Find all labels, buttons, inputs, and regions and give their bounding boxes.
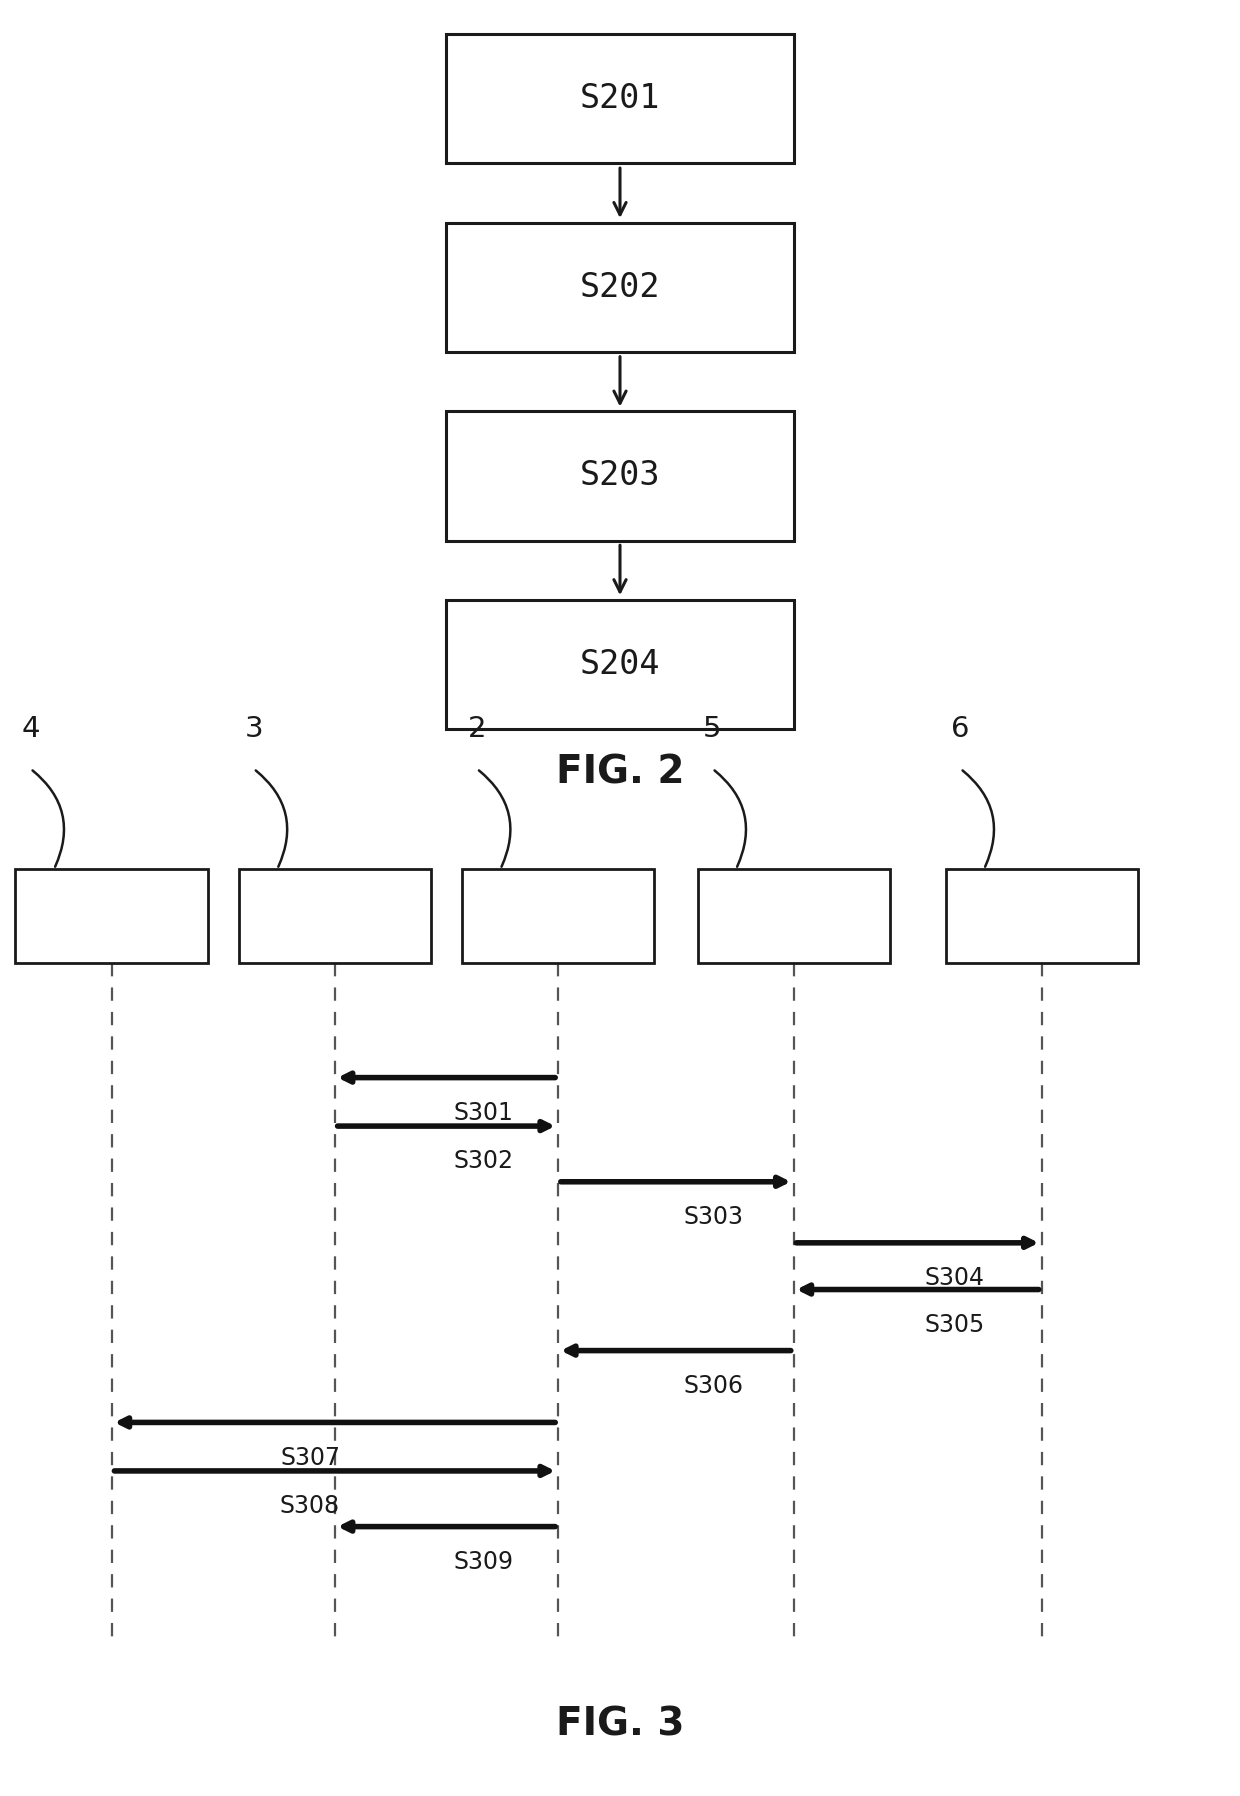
- Bar: [238, 869, 432, 963]
- Text: S202: S202: [580, 271, 660, 304]
- Text: S301: S301: [454, 1101, 513, 1124]
- Text: 5: 5: [703, 715, 722, 744]
- Bar: [446, 34, 794, 163]
- Text: S309: S309: [454, 1550, 513, 1573]
- Text: S305: S305: [925, 1313, 985, 1336]
- Text: S308: S308: [280, 1494, 340, 1518]
- Bar: [945, 869, 1138, 963]
- Bar: [15, 869, 207, 963]
- Bar: [446, 600, 794, 729]
- Text: S203: S203: [580, 460, 660, 492]
- Text: S201: S201: [580, 83, 660, 115]
- Text: 3: 3: [244, 715, 263, 744]
- Bar: [697, 869, 890, 963]
- Text: S304: S304: [925, 1266, 985, 1290]
- Text: S302: S302: [454, 1149, 513, 1173]
- Text: S307: S307: [280, 1446, 340, 1469]
- Bar: [461, 869, 655, 963]
- Text: 6: 6: [951, 715, 970, 744]
- Text: 4: 4: [21, 715, 40, 744]
- Text: FIG. 3: FIG. 3: [556, 1704, 684, 1744]
- Text: S306: S306: [683, 1374, 743, 1397]
- Text: FIG. 2: FIG. 2: [556, 753, 684, 792]
- Text: S303: S303: [683, 1205, 743, 1228]
- Bar: [446, 223, 794, 352]
- Bar: [446, 411, 794, 541]
- Text: S204: S204: [580, 648, 660, 681]
- Text: 2: 2: [467, 715, 486, 744]
